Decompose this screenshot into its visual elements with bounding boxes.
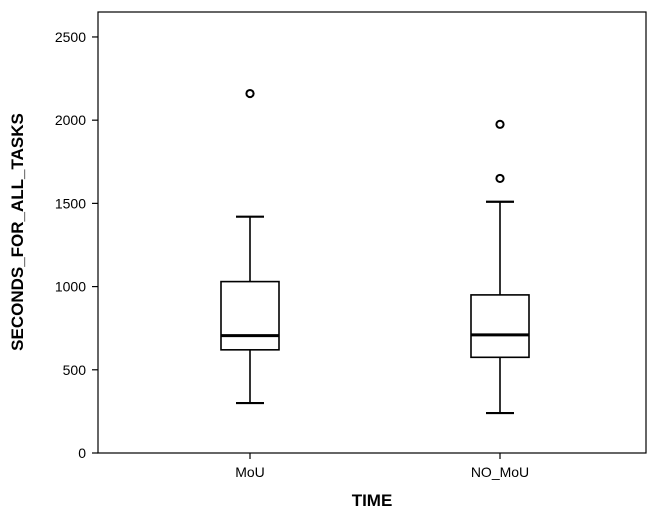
iqr-box (470, 294, 530, 359)
iqr-box (220, 280, 280, 351)
x-tick-label: NO_MoU (471, 464, 529, 480)
y-axis-title: SECONDS_FOR_ALL_TASKS (8, 113, 27, 351)
y-tick-label: 1000 (55, 279, 86, 295)
x-axis: MoU NO_MoU (235, 453, 529, 480)
outlier-point (245, 88, 255, 99)
y-tick-label: 0 (78, 445, 86, 461)
box-group-mou (220, 88, 280, 405)
y-tick-label: 1500 (55, 195, 86, 211)
y-tick-label: 500 (63, 362, 87, 378)
x-axis-title: TIME (352, 491, 393, 510)
outlier-point (495, 173, 505, 184)
y-tick-label: 2000 (55, 112, 86, 128)
box-group-no-mou (470, 119, 530, 415)
x-tick-label: MoU (235, 464, 265, 480)
box-series (220, 88, 530, 415)
outlier-point (495, 119, 505, 129)
y-axis: 0 500 1000 1500 2000 2500 (55, 29, 98, 461)
y-tick-label: 2500 (55, 29, 86, 45)
plot-area-frame (97, 11, 647, 454)
